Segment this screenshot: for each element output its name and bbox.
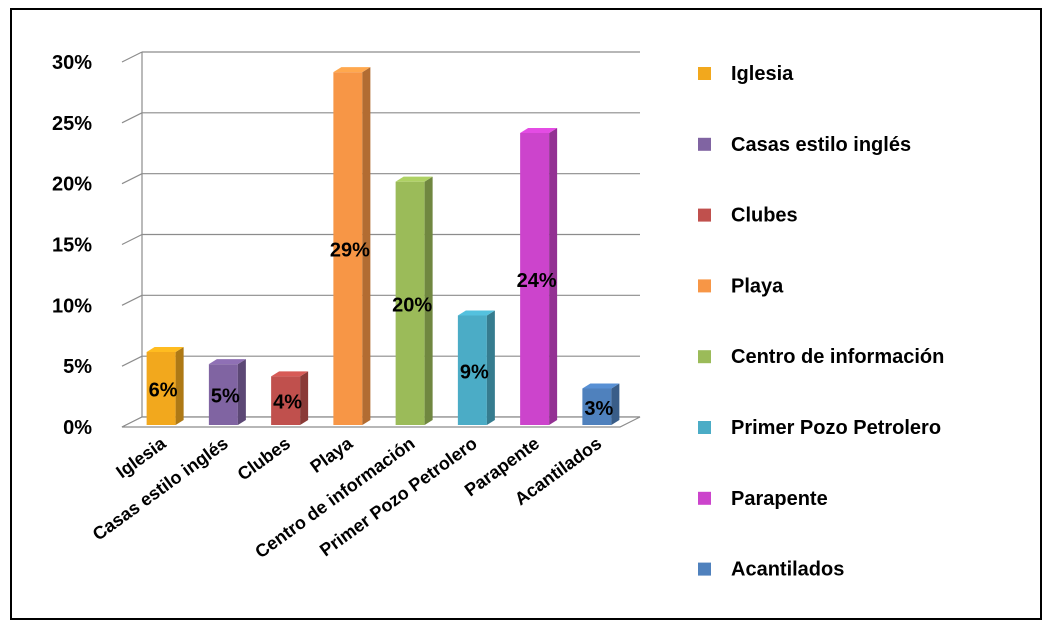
- bar-side: [424, 176, 433, 425]
- data-label: 24%: [517, 270, 557, 292]
- bar-1: [146, 347, 184, 425]
- legend-item: Primer Pozo Petrolero: [698, 417, 941, 439]
- legend-label: Iglesia: [731, 63, 794, 85]
- bar-top: [271, 371, 309, 377]
- bar-front: [457, 315, 487, 425]
- y-tick-label: 5%: [63, 356, 92, 378]
- legend-swatch: [698, 350, 711, 364]
- bar-top: [146, 347, 184, 352]
- legend-swatch: [698, 279, 711, 293]
- bar-8: [582, 383, 620, 425]
- bar-3: [271, 371, 309, 425]
- y-tick-label: 25%: [52, 113, 92, 135]
- bar-side: [486, 310, 495, 425]
- y-tick-label: 0%: [63, 417, 92, 439]
- gridline-connector: [121, 233, 143, 246]
- bar-top: [395, 176, 433, 182]
- bar-front: [520, 133, 550, 425]
- y-tick-label: 15%: [52, 235, 92, 257]
- y-tick-label: 20%: [52, 174, 92, 196]
- bar-top: [333, 67, 371, 73]
- bar-top: [520, 128, 558, 133]
- gridline-connector: [121, 51, 143, 63]
- bar-front: [146, 352, 176, 425]
- legend-label: Parapente: [731, 488, 828, 510]
- gridline-connector: [121, 355, 143, 367]
- bar-side: [300, 371, 309, 425]
- bar-front: [333, 72, 363, 426]
- legend-swatch: [698, 67, 711, 80]
- data-label: 20%: [392, 294, 432, 316]
- legend-item: Parapente: [698, 488, 828, 510]
- data-label: 3%: [584, 398, 613, 420]
- legend-item: Playa: [698, 275, 784, 297]
- legend-label: Casas estilo inglés: [731, 134, 911, 156]
- legend-item: Centro de información: [698, 346, 944, 368]
- bar-front: [208, 364, 238, 425]
- x-tick-label: Clubes: [234, 433, 294, 484]
- legend-label: Clubes: [731, 205, 798, 227]
- legend-swatch: [698, 562, 711, 576]
- legend-item: Clubes: [698, 205, 798, 227]
- bar-top: [208, 359, 246, 365]
- bar-side: [175, 347, 184, 425]
- legend-label: Centro de información: [731, 346, 944, 368]
- legend-swatch: [698, 421, 711, 434]
- legend-label: Acantilados: [731, 559, 844, 581]
- legend-label: Primer Pozo Petrolero: [731, 417, 941, 439]
- legend-swatch: [698, 137, 711, 151]
- bar-side: [237, 359, 246, 425]
- bar-front: [271, 376, 301, 425]
- gridline-connector: [121, 294, 143, 306]
- legend-item: Acantilados: [698, 559, 844, 581]
- bar-5: [395, 176, 433, 425]
- bar-2: [208, 359, 246, 425]
- bar-front: [582, 388, 612, 425]
- bar-6: [457, 310, 495, 425]
- bar-side: [362, 67, 371, 426]
- legend-item: Iglesia: [698, 63, 794, 85]
- chart-floor: [121, 416, 641, 428]
- bar-7: [520, 128, 558, 425]
- bar-top: [582, 383, 620, 389]
- bar-front: [395, 181, 425, 425]
- x-tick-label: Playa: [306, 432, 357, 476]
- legend-item: Casas estilo inglés: [698, 134, 911, 156]
- data-label: 9%: [460, 361, 489, 383]
- bar-side: [549, 128, 558, 425]
- y-tick-label: 10%: [52, 295, 92, 317]
- gridline-connector: [121, 173, 143, 185]
- data-label: 29%: [330, 240, 370, 262]
- gridline-connector: [121, 112, 143, 124]
- legend-swatch: [698, 208, 711, 222]
- bar-4: [333, 67, 371, 426]
- legend-swatch: [698, 491, 711, 505]
- y-tick-label: 30%: [52, 52, 92, 74]
- bar-top: [457, 310, 495, 316]
- data-label: 5%: [211, 386, 240, 408]
- legend-label: Playa: [731, 275, 784, 297]
- data-label: 4%: [273, 392, 302, 414]
- bar-side: [611, 383, 620, 425]
- data-label: 6%: [149, 380, 178, 402]
